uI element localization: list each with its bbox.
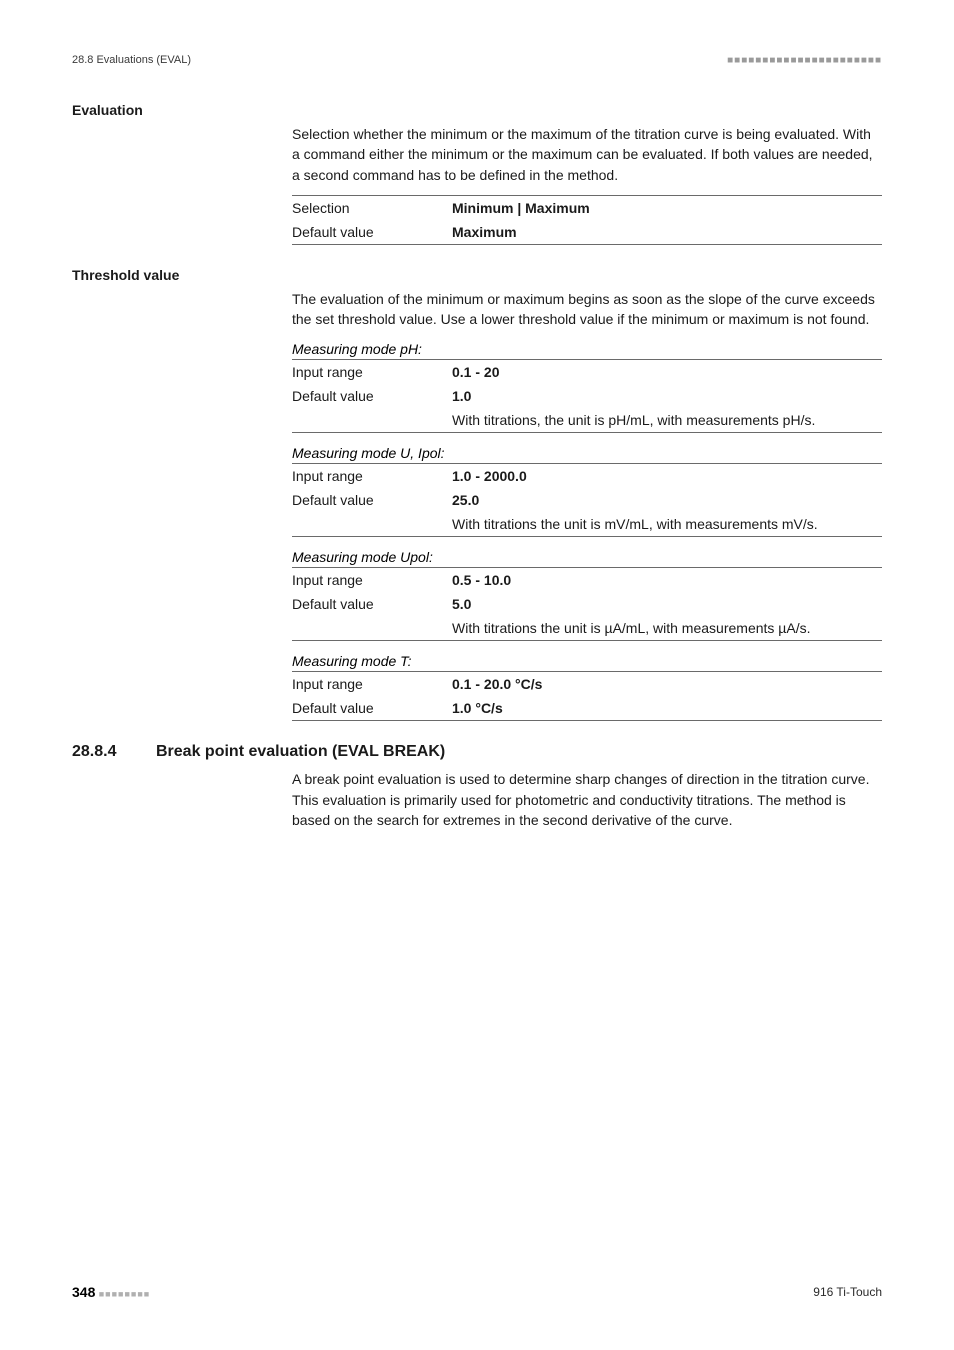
mode-ph-input-key: Input range bbox=[292, 360, 452, 385]
mode-upol-default-key: Default value bbox=[292, 592, 452, 616]
mode-upol-input-key: Input range bbox=[292, 568, 452, 593]
mode-upol-label: Measuring mode Upol: bbox=[292, 549, 882, 565]
mode-u-ipol-default-key: Default value bbox=[292, 488, 452, 512]
mode-t-default-key: Default value bbox=[292, 696, 452, 721]
section-title: Break point evaluation (EVAL BREAK) bbox=[156, 743, 445, 761]
mode-u-ipol-table: Input range 1.0 - 2000.0 Default value 2… bbox=[292, 463, 882, 537]
header-dots: ■■■■■■■■■■■■■■■■■■■■■■ bbox=[727, 55, 882, 66]
mode-upol-note: With titrations the unit is µA/mL, with … bbox=[452, 616, 882, 641]
mode-u-ipol-label: Measuring mode U, Ipol: bbox=[292, 445, 882, 461]
mode-u-ipol-default-val: 25.0 bbox=[452, 492, 479, 508]
evaluation-selection-val: Minimum | Maximum bbox=[452, 200, 590, 216]
mode-t-input-key: Input range bbox=[292, 672, 452, 697]
evaluation-selection-key: Selection bbox=[292, 195, 452, 220]
mode-t-table: Input range 0.1 - 20.0 °C/s Default valu… bbox=[292, 671, 882, 721]
mode-ph-label: Measuring mode pH: bbox=[292, 341, 882, 357]
footer-page-number: 348 bbox=[72, 1284, 95, 1300]
mode-u-ipol-note: With titrations the unit is mV/mL, with … bbox=[452, 512, 882, 537]
page-header: 28.8 Evaluations (EVAL) ■■■■■■■■■■■■■■■■… bbox=[72, 54, 882, 66]
mode-u-ipol-input-val: 1.0 - 2000.0 bbox=[452, 468, 527, 484]
mode-t-label: Measuring mode T: bbox=[292, 653, 882, 669]
evaluation-term: Evaluation bbox=[72, 102, 882, 118]
footer-dots: ■■■■■■■■ bbox=[99, 1289, 151, 1299]
header-section-path: 28.8 Evaluations (EVAL) bbox=[72, 54, 191, 66]
mode-ph-default-val: 1.0 bbox=[452, 388, 471, 404]
mode-ph-default-key: Default value bbox=[292, 384, 452, 408]
mode-t-default-val: 1.0 °C/s bbox=[452, 700, 503, 716]
mode-upol-default-val: 5.0 bbox=[452, 596, 471, 612]
mode-t-input-val: 0.1 - 20.0 °C/s bbox=[452, 676, 542, 692]
threshold-term: Threshold value bbox=[72, 267, 882, 283]
mode-upol-table: Input range 0.5 - 10.0 Default value 5.0… bbox=[292, 567, 882, 641]
section-paragraph: A break point evaluation is used to dete… bbox=[292, 769, 882, 830]
mode-ph-table: Input range 0.1 - 20 Default value 1.0 W… bbox=[292, 359, 882, 433]
evaluation-default-val: Maximum bbox=[452, 224, 517, 240]
mode-ph-note: With titrations, the unit is pH/mL, with… bbox=[452, 408, 882, 433]
evaluation-default-key: Default value bbox=[292, 220, 452, 245]
mode-u-ipol-input-key: Input range bbox=[292, 464, 452, 489]
mode-upol-input-val: 0.5 - 10.0 bbox=[452, 572, 511, 588]
evaluation-block: Evaluation Selection whether the minimum… bbox=[72, 102, 882, 245]
evaluation-table: Selection Minimum | Maximum Default valu… bbox=[292, 195, 882, 245]
section-number: 28.8.4 bbox=[72, 743, 132, 761]
threshold-block: Threshold value The evaluation of the mi… bbox=[72, 267, 882, 722]
footer-product: 916 Ti-Touch bbox=[813, 1285, 882, 1299]
evaluation-paragraph: Selection whether the minimum or the max… bbox=[292, 124, 882, 185]
section-heading: 28.8.4 Break point evaluation (EVAL BREA… bbox=[72, 743, 882, 761]
page-footer: 348 ■■■■■■■■ 916 Ti-Touch bbox=[72, 1284, 882, 1300]
threshold-paragraph: The evaluation of the minimum or maximum… bbox=[292, 289, 882, 330]
mode-ph-input-val: 0.1 - 20 bbox=[452, 364, 499, 380]
